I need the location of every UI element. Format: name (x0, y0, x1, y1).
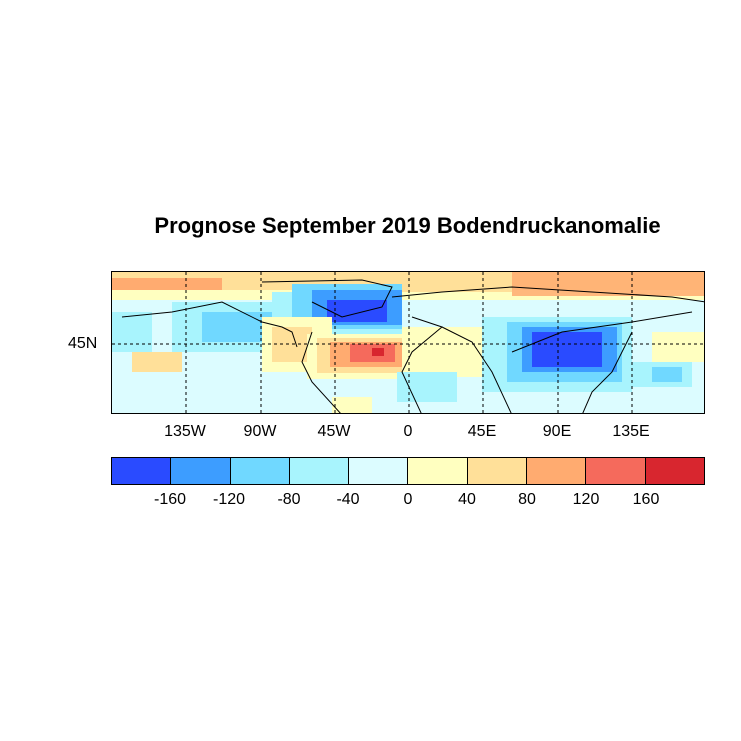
x-tick-45e: 45E (467, 423, 497, 440)
x-tick-90e: 90E (542, 423, 572, 440)
colorbar-segment (467, 458, 528, 484)
colorbar-segment (586, 458, 646, 484)
colorbar-label: -80 (277, 491, 301, 508)
colorbar-label: 160 (632, 491, 660, 508)
colorbar-segment (349, 458, 409, 484)
x-tick-135e: 135E (612, 423, 650, 440)
x-tick-0: 0 (403, 423, 413, 440)
map-heatmap (112, 272, 704, 413)
x-tick-135w: 135W (164, 423, 206, 440)
x-tick-90w: 90W (243, 423, 277, 440)
y-tick-45n: 45N (68, 335, 98, 352)
colorbar-segment (171, 458, 231, 484)
colorbar-label: 120 (572, 491, 600, 508)
colorbar-label: -120 (212, 491, 246, 508)
colorbar-segment (645, 458, 704, 484)
colorbar-label: 40 (458, 491, 476, 508)
colorbar-segment (408, 458, 468, 484)
colorbar (111, 457, 705, 485)
colorbar-segment (112, 458, 172, 484)
colorbar-label: 0 (403, 491, 413, 508)
colorbar-segment (527, 458, 587, 484)
colorbar-segment (230, 458, 290, 484)
colorbar-label: -40 (336, 491, 360, 508)
x-tick-45w: 45W (317, 423, 351, 440)
colorbar-segment (289, 458, 350, 484)
chart-title: Prognose September 2019 Bodendruckanomal… (154, 213, 661, 238)
colorbar-label: 80 (518, 491, 536, 508)
anomaly-map (111, 271, 705, 414)
colorbar-label: -160 (153, 491, 187, 508)
